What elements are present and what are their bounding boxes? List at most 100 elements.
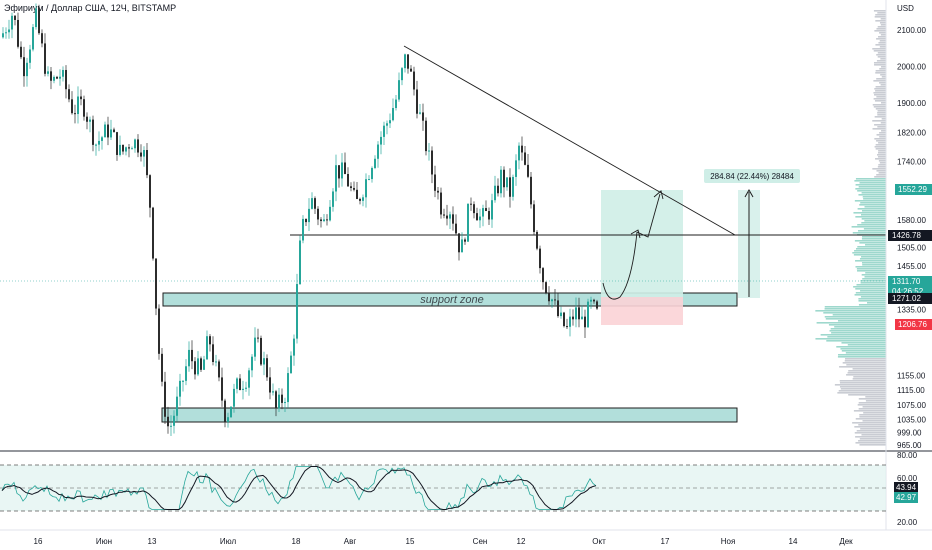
price-tick: 965.00 [897, 441, 922, 450]
volume-profile-bar [857, 246, 886, 248]
volume-profile-bar [880, 74, 886, 76]
volume-profile-bar [877, 52, 886, 54]
volume-profile-bar [837, 320, 886, 322]
volume-profile-bar [862, 420, 886, 422]
volume-profile-bar [848, 394, 886, 396]
candle-body [542, 268, 544, 283]
volume-profile-bar [848, 370, 886, 372]
candle-body [374, 158, 376, 168]
candle-body [344, 162, 346, 174]
candle-body [413, 71, 415, 90]
volume-profile-bar [877, 166, 886, 168]
candle-body [539, 248, 541, 269]
price-tick: 2000.00 [897, 63, 926, 72]
volume-profile-bar [857, 208, 886, 210]
volume-profile-bar [825, 318, 886, 320]
candle-body [521, 145, 523, 153]
candle-body [74, 113, 76, 115]
candle-body [155, 258, 157, 309]
volume-profile-bar [860, 290, 886, 292]
rsi-line [1, 466, 597, 510]
candle-body [230, 406, 232, 418]
candle-body [194, 361, 196, 375]
price-tick: 1900.00 [897, 99, 926, 108]
stop-zone[interactable] [601, 297, 683, 325]
volume-profile-bar [864, 220, 886, 222]
volume-profile-bar [872, 128, 886, 130]
volume-profile-bar [854, 432, 886, 434]
volume-profile-bar [877, 156, 886, 158]
volume-profile-bar [820, 334, 886, 336]
candle-body [218, 361, 220, 378]
volume-profile-bar [878, 142, 886, 144]
candle-body [56, 76, 58, 79]
volume-profile-bar [876, 140, 886, 142]
measure-label: 284.84 (22.44%) 28484 [710, 172, 794, 181]
volume-profile-bar [874, 30, 886, 32]
candle-body [392, 108, 394, 121]
rsi-axis[interactable]: 80.00 60.00 20.00 43.94 42.97 [894, 451, 918, 527]
volume-profile-bar [877, 110, 886, 112]
volume-profile-bar [858, 408, 886, 410]
volume-profile-bar [865, 400, 886, 402]
candle-body [263, 358, 265, 365]
volume-profile-bar [863, 198, 886, 200]
volume-profile-bar [872, 104, 886, 106]
volume-profile-bar [877, 154, 886, 156]
volume-profile-bar [867, 302, 886, 304]
volume-profile-bar [860, 214, 886, 216]
time-tick: Июл [220, 537, 237, 546]
candle-body [524, 152, 526, 165]
candle-body [227, 417, 229, 422]
candle-body [503, 169, 505, 188]
entry-tag [888, 293, 932, 304]
volume-profile-bar [858, 300, 886, 302]
volume-profile-bar [855, 178, 886, 180]
candle-body [323, 219, 325, 222]
volume-profile-bar [860, 202, 886, 204]
time-tick: Ноя [721, 537, 736, 546]
rsi-ma-line [1, 466, 597, 510]
volume-profile-bar [847, 344, 886, 346]
candle-body [83, 99, 85, 117]
volume-profile-bar [874, 176, 886, 178]
volume-profile-bar [826, 340, 886, 342]
volume-profile-bar [862, 406, 886, 408]
candle-body [281, 394, 283, 403]
target-tag-text: 1552.29 [898, 185, 927, 194]
time-axis[interactable]: 16 Июн 13 Июл 18 Авг 15 Сен 12 Окт 17 Ноя 14 Дек [34, 537, 854, 546]
descending-trendline[interactable] [403, 45, 736, 236]
projection-path[interactable] [602, 190, 664, 300]
candle-body [404, 54, 406, 69]
volume-profile-bar [852, 232, 886, 234]
target-zone[interactable] [601, 190, 683, 297]
candle-body [449, 214, 451, 219]
volume-profile-bar [855, 188, 886, 190]
volume-profile-bar [858, 304, 886, 306]
candle-body [212, 344, 214, 363]
volume-profile-bar [853, 212, 886, 214]
time-tick: 16 [34, 537, 43, 546]
candle-body [491, 200, 493, 220]
candle-body [578, 307, 580, 320]
price-candles [2, 3, 598, 437]
volume-profile-bar [879, 68, 886, 70]
time-tick: 17 [661, 537, 670, 546]
volume-profile-bar [858, 398, 886, 400]
volume-profile-bar [879, 22, 886, 24]
support-zone[interactable] [162, 292, 738, 307]
volume-profile-bar [876, 38, 886, 40]
volume-profile-bar [859, 242, 886, 244]
candle-body [299, 240, 301, 285]
candle-body [386, 123, 388, 126]
volume-profile-bar [852, 368, 886, 370]
candle-body [476, 213, 478, 221]
lower-support-zone[interactable] [161, 407, 738, 423]
candle-body [488, 211, 490, 220]
volume-profile-bar [878, 36, 886, 38]
countdown-text: 04:26:52 [892, 287, 924, 296]
candle-body [77, 96, 79, 115]
volume-profile-bar [823, 312, 886, 314]
candle-body [419, 112, 421, 114]
